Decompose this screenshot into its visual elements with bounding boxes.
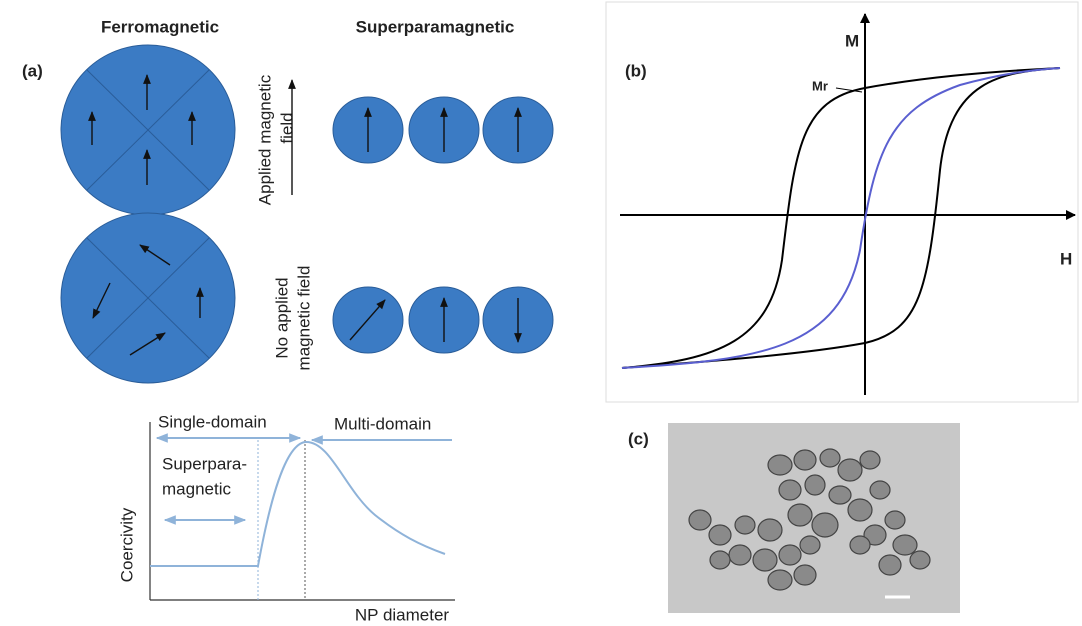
panel-b: (b) M H Mr <box>606 2 1078 402</box>
field-label: No applied <box>272 277 291 358</box>
panel-label: (b) <box>625 61 647 80</box>
panel-a: (a) Ferromagnetic Superparamagnetic Appl… <box>22 17 553 624</box>
coercivity-plot: Single-domain Multi-domain Superpara- ma… <box>117 412 455 624</box>
field-label: magnetic field <box>294 266 313 371</box>
figure: (a) Ferromagnetic Superparamagnetic Appl… <box>0 0 1082 626</box>
field-label: Applied magnetic <box>255 74 274 205</box>
panel-label: (c) <box>628 429 649 448</box>
annotation: Single-domain <box>158 412 267 431</box>
remanence-label: Mr <box>812 78 828 93</box>
annotation: Multi-domain <box>334 414 431 433</box>
field-label: field <box>277 112 296 143</box>
heading: Superparamagnetic <box>356 17 515 36</box>
annotation: magnetic <box>162 479 231 498</box>
heading: Ferromagnetic <box>101 17 219 36</box>
panel-label: (a) <box>22 61 43 80</box>
superparamagnetic-particles <box>333 97 553 353</box>
x-axis-label: H <box>1060 249 1072 268</box>
panel-c: (c) <box>628 423 960 613</box>
multidomain-particle <box>61 213 235 383</box>
y-axis-label: M <box>845 31 859 50</box>
y-axis-label: Coercivity <box>117 507 136 582</box>
annotation: Superpara- <box>162 454 247 473</box>
multidomain-particle <box>61 45 235 215</box>
x-axis-label: NP diameter <box>355 605 450 624</box>
